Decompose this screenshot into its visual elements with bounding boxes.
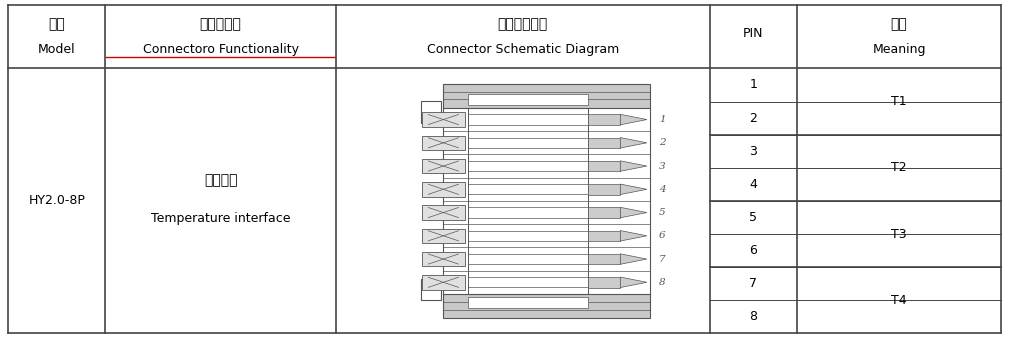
Bar [588,254,621,264]
Bar [588,184,621,195]
Bar [422,135,465,150]
Bar [422,205,465,220]
Text: 4: 4 [659,185,666,194]
Polygon shape [621,137,647,148]
Text: T4: T4 [891,294,907,307]
Text: 5: 5 [750,211,757,224]
Text: 7: 7 [750,277,757,290]
Bar [421,102,440,123]
Text: 接插件示意图: 接插件示意图 [498,17,548,31]
Bar [468,297,588,308]
Text: 2: 2 [659,138,666,147]
Text: 3: 3 [750,145,757,158]
Bar [442,294,650,318]
Bar [422,275,465,290]
Text: Meaning: Meaning [872,43,926,56]
Bar [588,277,621,288]
Text: T3: T3 [891,227,907,240]
Bar [422,112,465,127]
Text: 4: 4 [750,178,757,191]
Text: 含义: 含义 [891,17,907,31]
Text: Model: Model [38,43,76,56]
Text: 温度接口: 温度接口 [204,173,238,187]
Polygon shape [621,114,647,125]
Text: T2: T2 [891,161,907,174]
Bar [588,137,621,148]
Text: 3: 3 [659,161,666,171]
Text: 5: 5 [659,208,666,217]
Polygon shape [621,207,647,218]
Text: HY2.0-8P: HY2.0-8P [29,194,85,208]
Text: 6: 6 [659,231,666,240]
Text: T1: T1 [891,95,907,108]
Text: Connector Schematic Diagram: Connector Schematic Diagram [427,43,618,56]
Bar [588,161,621,171]
Text: 接插件功能: 接插件功能 [200,17,242,31]
Bar [422,252,465,266]
Text: 8: 8 [750,311,757,324]
Polygon shape [621,184,647,195]
Bar [422,159,465,173]
Bar [421,279,440,300]
Polygon shape [621,277,647,288]
Text: 6: 6 [750,244,757,257]
Bar [442,84,650,108]
Bar [588,114,621,125]
Text: 2: 2 [750,111,757,124]
Text: 1: 1 [750,78,757,91]
Text: 8: 8 [659,278,666,287]
Bar [422,182,465,197]
Text: 7: 7 [659,254,666,264]
Polygon shape [621,254,647,264]
Text: Connectoro Functionality: Connectoro Functionality [142,43,299,56]
Polygon shape [621,161,647,171]
Text: 型号: 型号 [48,17,66,31]
Bar [588,207,621,218]
Text: Temperature interface: Temperature interface [151,211,291,225]
Text: 1: 1 [659,115,666,124]
Bar [588,231,621,241]
Polygon shape [621,231,647,241]
Text: PIN: PIN [742,27,764,40]
Bar [422,228,465,243]
Bar [468,94,588,105]
